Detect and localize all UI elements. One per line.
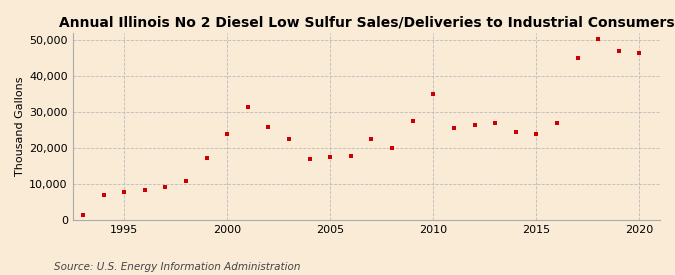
Title: Annual Illinois No 2 Diesel Low Sulfur Sales/Deliveries to Industrial Consumers: Annual Illinois No 2 Diesel Low Sulfur S…	[59, 15, 674, 29]
Text: Source: U.S. Energy Information Administration: Source: U.S. Energy Information Administ…	[54, 262, 300, 272]
Y-axis label: Thousand Gallons: Thousand Gallons	[15, 77, 25, 177]
